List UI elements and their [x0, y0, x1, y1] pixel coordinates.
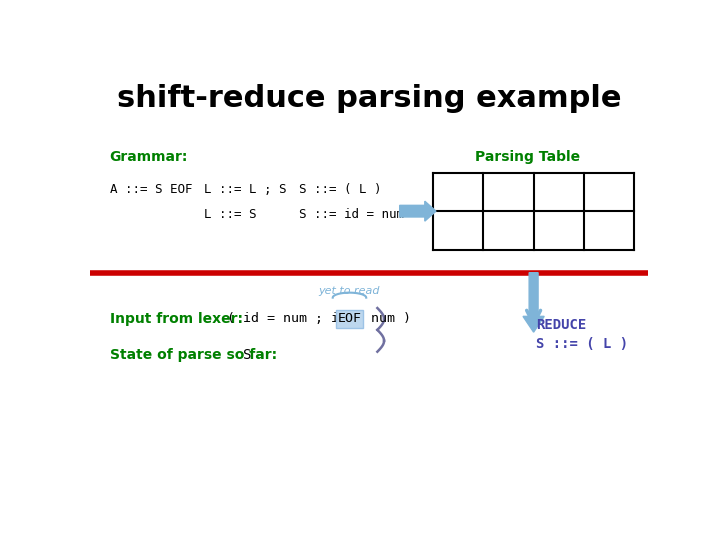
Text: State of parse so far:: State of parse so far: — [109, 348, 276, 362]
Text: EOF: EOF — [338, 312, 361, 326]
Text: Input from lexer:: Input from lexer: — [109, 312, 243, 326]
Text: Parsing Table: Parsing Table — [475, 150, 580, 164]
Text: Grammar:: Grammar: — [109, 150, 188, 164]
FancyArrow shape — [523, 273, 544, 332]
Text: yet to read: yet to read — [319, 286, 380, 295]
Text: S ::= ( L ): S ::= ( L ) — [536, 337, 629, 351]
Text: S ::= id = num: S ::= id = num — [300, 208, 404, 221]
Text: REDUCE: REDUCE — [536, 319, 587, 333]
Text: shift-reduce parsing example: shift-reduce parsing example — [117, 84, 621, 112]
FancyArrow shape — [400, 201, 436, 221]
Text: A ::= S EOF: A ::= S EOF — [109, 183, 192, 197]
Text: S ::= ( L ): S ::= ( L ) — [300, 183, 382, 197]
Text: L ::= S: L ::= S — [204, 208, 257, 221]
FancyBboxPatch shape — [336, 310, 363, 328]
Text: ( id = num ; id = num ): ( id = num ; id = num ) — [227, 312, 410, 325]
Text: S: S — [243, 348, 252, 362]
Text: L ::= L ; S: L ::= L ; S — [204, 183, 287, 197]
